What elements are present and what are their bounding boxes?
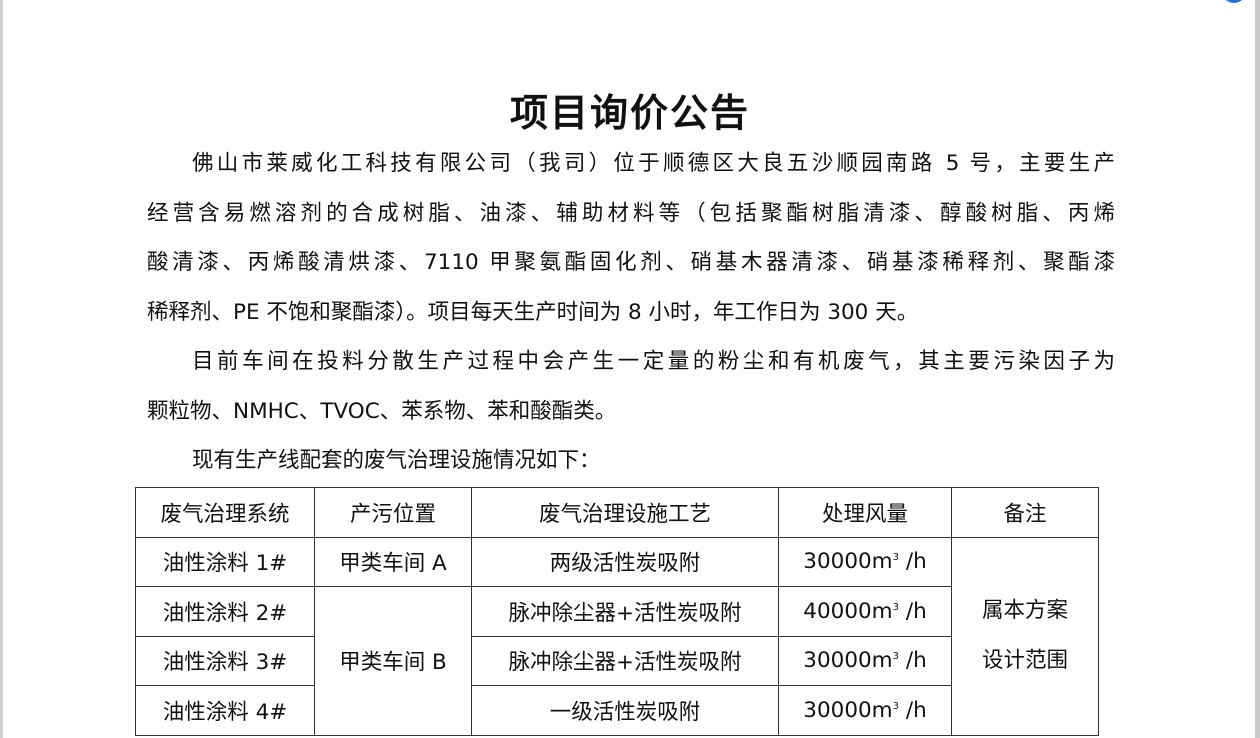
flow-unit: /h	[905, 697, 927, 723]
flow-cell: 30000m3 /h	[778, 635, 952, 686]
flow-sup: 3	[892, 651, 899, 663]
process-cell: 脉冲除尘器+活性炭吸附	[471, 586, 779, 637]
flow-value: 40000m	[803, 598, 893, 624]
text-line: 稀释剂、PE 不饱和聚酯漆）。项目每天生产时间为 8 小时，年工作日为 300 …	[147, 299, 919, 325]
flow-sup: 3	[892, 601, 899, 613]
table-row: 油性涂料 4# 一级活性炭吸附 30000m3 /h	[135, 685, 1099, 736]
flow-unit: /h	[905, 549, 927, 575]
flow-cell: 30000m3 /h	[778, 685, 952, 736]
flow-sup: 3	[892, 700, 899, 712]
facility-table: 废气治理系统 产污位置 废气治理设施工艺 处理风量 备注 油性涂料 1# 甲类车…	[135, 487, 1099, 736]
flow-cell: 30000m3 /h	[778, 536, 952, 587]
flow-cell: 40000m3 /h	[778, 586, 952, 637]
location-cell: 甲类车间 B	[314, 586, 472, 736]
header-cell: 产污位置	[314, 487, 472, 538]
system-cell: 油性涂料 4#	[135, 685, 315, 736]
table-row: 油性涂料 3# 脉冲除尘器+活性炭吸附 30000m3 /h	[135, 635, 1099, 686]
text-line: 颗粒物、NMHC、TVOC、苯系物、苯和酸酯类。	[147, 398, 617, 424]
flow-value: 30000m	[803, 648, 893, 674]
header-cell: 处理风量	[778, 487, 952, 538]
flow-sup: 3	[892, 552, 899, 564]
process-cell: 一级活性炭吸附	[471, 685, 779, 736]
system-cell: 油性涂料 1#	[135, 536, 315, 587]
text-line: 佛山市莱威化工科技有限公司（我司）位于顺德区大良五沙顺园南路 5 号，主要生产	[192, 151, 1115, 176]
process-cell: 两级活性炭吸附	[471, 536, 779, 587]
text-line: 酸清漆、丙烯酸清烘漆、7110 甲聚氨酯固化剂、硝基木器清漆、硝基漆稀释剂、聚酯…	[147, 250, 1115, 275]
process-cell: 脉冲除尘器+活性炭吸附	[471, 635, 779, 686]
scrollbar[interactable]	[1255, 0, 1260, 738]
header-cell: 废气治理系统	[135, 487, 315, 538]
system-cell: 油性涂料 2#	[135, 586, 315, 637]
flow-value: 30000m	[803, 697, 893, 723]
header-cell: 备注	[951, 487, 1099, 538]
remark-cell: 属本方案 设计范围	[951, 536, 1099, 736]
page-title: 项目询价公告	[509, 91, 750, 135]
flow-value: 30000m	[803, 549, 893, 575]
page-edge	[0, 0, 3, 738]
flow-unit: /h	[905, 598, 927, 624]
remark-line: 属本方案	[981, 598, 1068, 623]
flow-unit: /h	[905, 648, 927, 674]
location-cell: 甲类车间 A	[314, 536, 472, 587]
remark-line: 设计范围	[981, 648, 1068, 673]
table-row: 油性涂料 1# 甲类车间 A 两级活性炭吸附 30000m3 /h 属本方案 设计…	[135, 536, 1099, 736]
header-cell: 废气治理设施工艺	[471, 487, 779, 538]
system-cell: 油性涂料 3#	[135, 635, 315, 686]
text-line: 现有生产线配套的废气治理设施情况如下：	[192, 448, 601, 473]
table-row: 油性涂料 2# 甲类车间 B 脉冲除尘器+活性炭吸附 40000m3 /h	[135, 586, 1099, 736]
table-header-row: 废气治理系统 产污位置 废气治理设施工艺 处理风量 备注	[135, 487, 1099, 538]
text-line: 目前车间在投料分散生产过程中会产生一定量的粉尘和有机废气，其主要污染因子为	[192, 349, 1115, 374]
text-line: 经营含易燃溶剂的合成树脂、油漆、辅助材料等（包括聚酯树脂清漆、醇酸树脂、丙烯	[147, 200, 1115, 226]
floating-button[interactable]	[1224, 0, 1244, 3]
paragraph-intro: 佛山市莱威化工科技有限公司（我司）位于顺德区大良五沙顺园南路 5 号，主要生产 …	[147, 139, 1115, 486]
